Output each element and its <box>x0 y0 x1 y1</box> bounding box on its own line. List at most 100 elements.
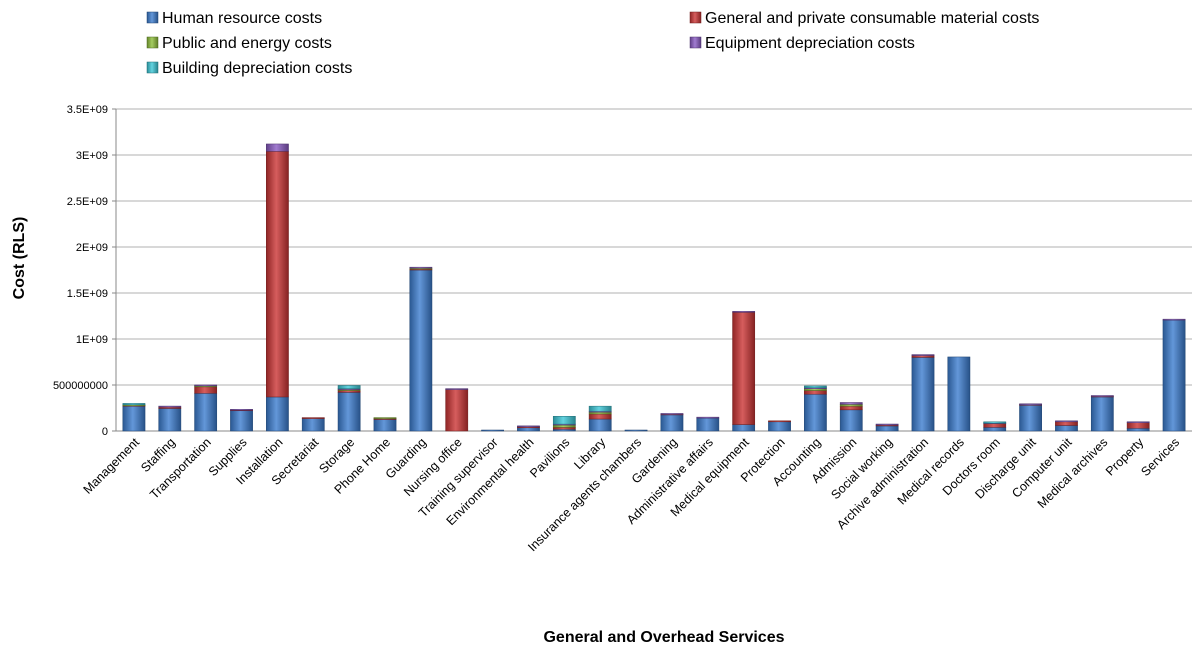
bar-segment <box>660 413 684 415</box>
bar-segment <box>875 423 899 426</box>
bar-segment <box>409 266 433 269</box>
bar-segment <box>804 385 827 389</box>
x-tick-label: Services <box>1138 435 1182 479</box>
bar-segment <box>911 354 935 356</box>
bar-segment <box>230 410 253 432</box>
x-tick-label: Management <box>81 435 143 497</box>
bar-segment <box>1019 404 1042 432</box>
bar-segment <box>911 357 935 432</box>
bar-segment <box>517 427 540 432</box>
legend-label: General and private consumable material … <box>705 10 1039 27</box>
bar-segment <box>1090 396 1114 432</box>
bar-segment <box>552 427 576 430</box>
legend-label: Equipment depreciation costs <box>705 35 915 52</box>
bar-segment <box>1162 319 1186 432</box>
bar-segment <box>266 151 289 398</box>
bar-segment <box>301 417 325 419</box>
bar-segment <box>732 311 756 313</box>
bar-segment <box>1126 427 1150 432</box>
bar-segment <box>158 408 182 432</box>
bar-segment <box>1162 318 1186 321</box>
bar-segment <box>839 409 863 432</box>
bar-segment <box>660 414 684 432</box>
y-axis-title: Cost (RLS) <box>11 217 28 300</box>
bar-segment <box>947 356 971 432</box>
bar-segment <box>875 425 899 432</box>
bar-segment <box>588 413 612 420</box>
bar-segment <box>266 143 289 152</box>
bar-segment <box>1090 395 1114 397</box>
bar-segment <box>1126 422 1150 429</box>
bar-segment <box>588 411 612 415</box>
legend-label: Building depreciation costs <box>162 60 352 77</box>
bar-segment <box>1126 421 1150 423</box>
bar-segment <box>696 417 720 432</box>
bar-segment <box>696 416 720 419</box>
bar-segment <box>552 416 576 425</box>
bar-segment <box>552 424 576 428</box>
y-tick-label: 3.5E+09 <box>67 104 108 116</box>
y-tick-label: 0 <box>102 426 108 438</box>
legend: Human resource costs General and private … <box>146 10 1039 77</box>
legend-swatch <box>146 61 159 74</box>
axes: 0 500000000 1E+09 1.5E+09 2E+09 2.5E+09 3E+09 3… <box>53 104 1182 554</box>
legend-entry: General and private consumable material … <box>689 10 1039 27</box>
legend-swatch <box>689 36 702 49</box>
bar-segment <box>373 417 397 419</box>
y-tick-label: 3E+09 <box>76 150 108 162</box>
bar-segment <box>983 423 1007 428</box>
legend-swatch <box>146 36 159 49</box>
bar-segment <box>839 404 863 407</box>
y-tick-label: 1E+09 <box>76 334 108 346</box>
legend-entry: Equipment depreciation costs <box>689 35 915 52</box>
bar-segment <box>588 418 612 432</box>
bar-segment <box>481 429 504 432</box>
bar-segment <box>732 424 756 432</box>
bar-segment <box>588 405 612 412</box>
bar-segment <box>301 418 325 432</box>
bar-segment <box>158 405 182 408</box>
bar-segment <box>266 396 289 432</box>
bar-segment <box>194 384 218 387</box>
y-tick-label: 1.5E+09 <box>67 288 108 300</box>
bar-segment <box>194 386 218 394</box>
bars <box>122 143 1186 432</box>
bar-segment <box>983 427 1007 432</box>
bar-segment <box>230 409 253 411</box>
bar-segment <box>552 428 576 432</box>
bar-segment <box>122 403 146 406</box>
x-axis-title: General and Overhead Services <box>543 629 784 646</box>
bar-segment <box>337 390 361 393</box>
bar-segment <box>445 388 469 390</box>
bar-segment <box>122 405 146 432</box>
legend-swatch <box>689 11 702 24</box>
bar-segment <box>624 429 648 432</box>
bar-segment <box>804 388 827 391</box>
bar-segment <box>839 405 863 411</box>
bar-segment <box>732 312 756 425</box>
bar-segment <box>1055 421 1078 426</box>
bar-segment <box>768 420 791 423</box>
bar-segment <box>337 392 361 432</box>
bar-segment <box>517 425 540 428</box>
bar-segment <box>1055 425 1078 432</box>
bar-segment <box>373 419 397 432</box>
bar-segment <box>768 421 791 432</box>
y-tick-label: 2.5E+09 <box>67 196 108 208</box>
y-tick-label: 2E+09 <box>76 242 108 254</box>
legend-entry: Building depreciation costs <box>146 60 352 77</box>
legend-entry: Public and energy costs <box>146 35 332 52</box>
legend-label: Human resource costs <box>162 10 322 27</box>
x-tick-label: Pavilions <box>527 435 572 480</box>
bar-segment <box>445 389 469 432</box>
bar-segment <box>337 385 361 389</box>
gridlines <box>116 108 1192 432</box>
bar-segment <box>194 393 218 432</box>
bar-segment <box>804 393 827 432</box>
bar-segment <box>409 269 433 432</box>
legend-label: Public and energy costs <box>162 35 332 52</box>
legend-entry: Human resource costs <box>146 10 322 27</box>
legend-swatch <box>146 11 159 24</box>
